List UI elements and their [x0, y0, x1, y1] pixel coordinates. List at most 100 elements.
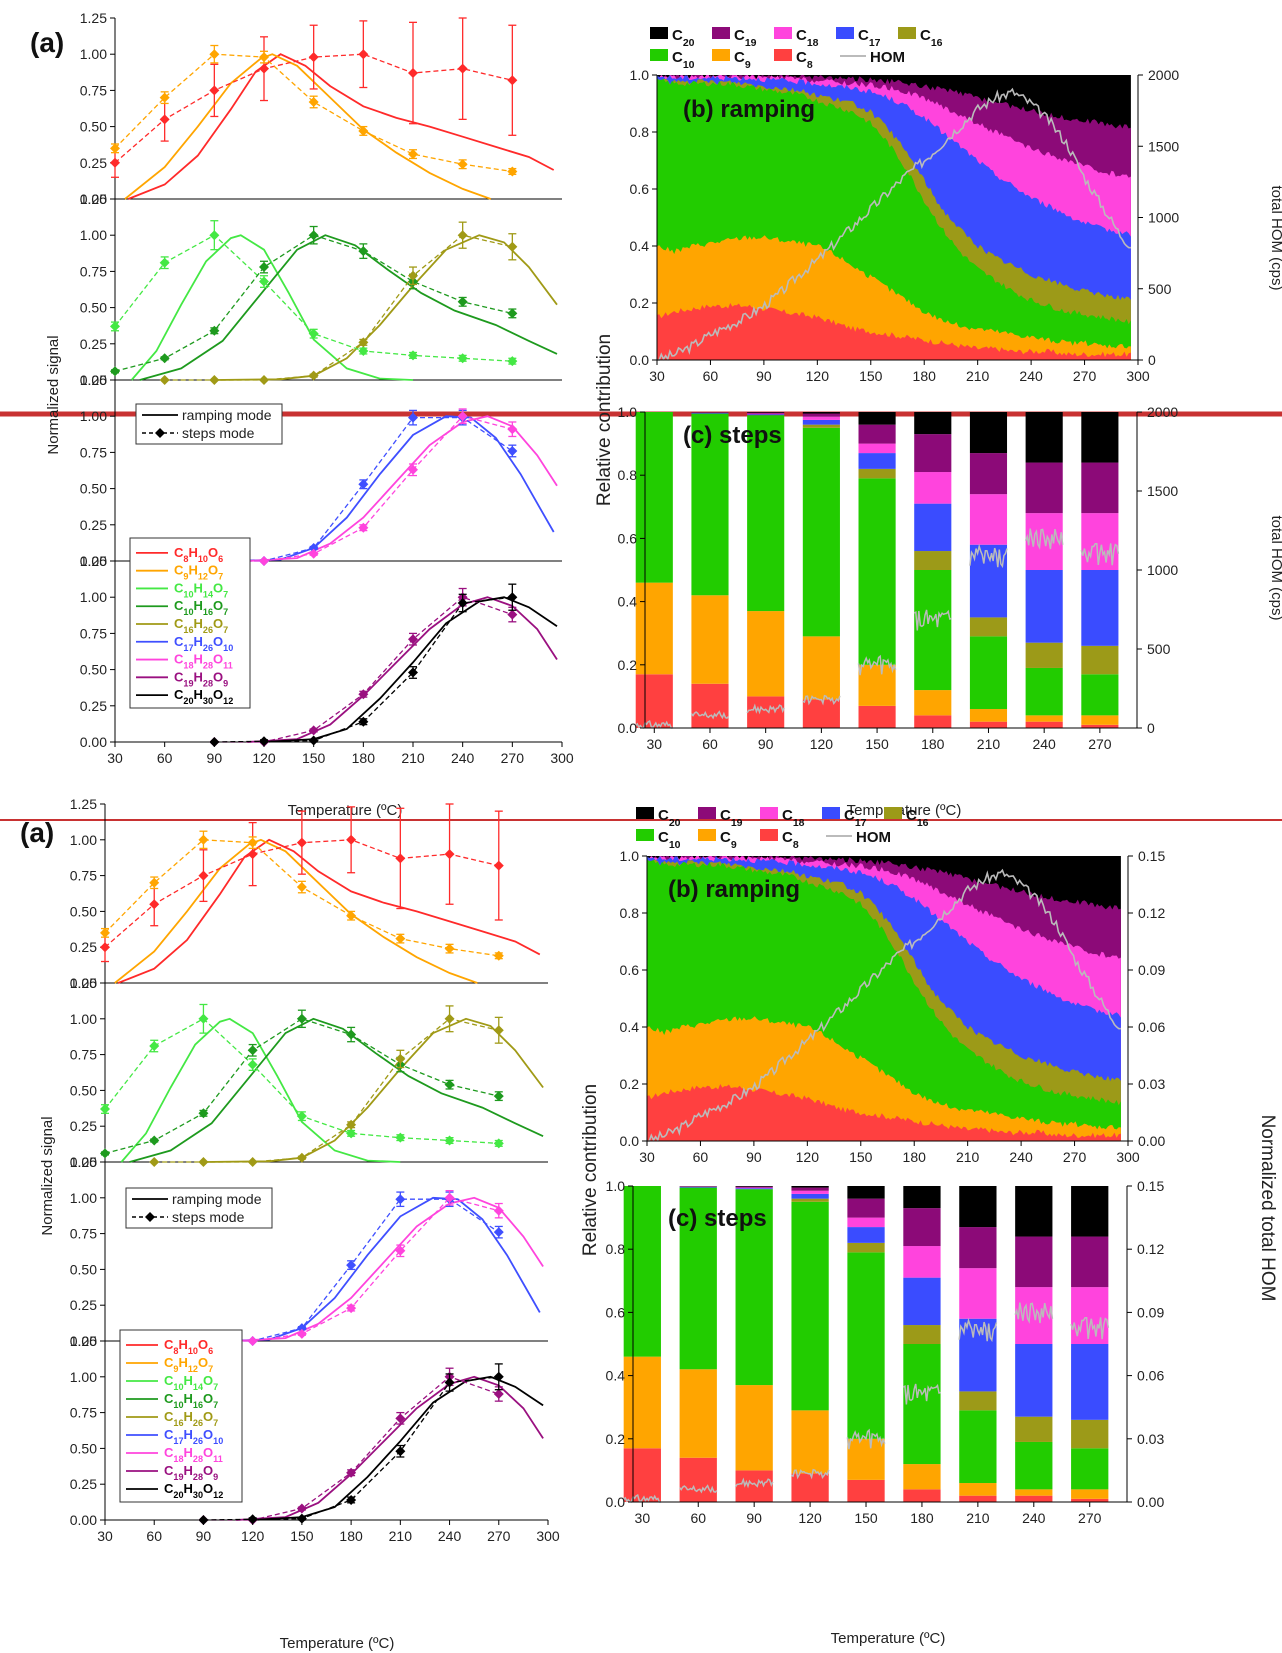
y-tick-label: 1.00	[80, 227, 107, 243]
y-tick-label: 1.00	[80, 408, 107, 424]
y-tick-label: 0.50	[80, 662, 107, 678]
segment-C20	[802, 412, 840, 414]
area-C8	[647, 1084, 1121, 1141]
y-tick-label: 0.50	[70, 1082, 97, 1098]
steps-marker-C20H30O12	[493, 1371, 504, 1382]
steps-curve-C10H14O7	[104, 1018, 499, 1145]
segment-C10	[623, 1186, 661, 1357]
panel-a-ylabel: Normalized signal	[39, 1116, 56, 1235]
segment-C8	[791, 1473, 829, 1502]
y-tick-label: 0.25	[80, 155, 107, 171]
steps-marker-C16H26O7	[149, 1157, 160, 1167]
x-tick-label: 90	[758, 736, 774, 752]
steps-marker-C18H28O11	[457, 411, 468, 422]
x-tick-label: 210	[956, 1149, 980, 1165]
x-tick-label: 120	[798, 1510, 822, 1526]
steps-marker-C16H26O7	[247, 1157, 258, 1167]
steps-marker-C18H28O11	[408, 464, 418, 475]
panel-c-right-ylabel: total HOM (cps)	[1268, 515, 1282, 620]
steps-marker-C19H28O9	[358, 689, 369, 700]
y-tick-label: 0.50	[70, 1440, 97, 1456]
steps-marker-C16H26O7	[159, 375, 170, 385]
segment-C17	[903, 1277, 941, 1326]
segment-C18	[858, 443, 896, 454]
segment-C10	[635, 412, 673, 583]
x-tick-label: 30	[107, 750, 123, 766]
x-tick-label: 180	[352, 750, 376, 766]
y-tick-label: 0.2	[620, 1076, 640, 1092]
legend-label-C8H10O6: C8H10O6	[174, 545, 223, 564]
segment-C17	[1081, 570, 1119, 646]
steps-marker-C8H10O6	[209, 85, 220, 96]
x-tick-label: 270	[1073, 368, 1097, 384]
segment-C19	[735, 1186, 773, 1188]
segment-C19	[914, 434, 952, 473]
panel-a-subplot-3: 0.00 0.25 0.50 0.75 1.00 1.25	[70, 1154, 548, 1349]
x-tick-label: 60	[702, 736, 718, 752]
panel-b-ramping: 0.0 0.2 0.4 0.6 0.8 1.0 0 500 1000 1500 2000 30 60 90…	[630, 67, 1180, 384]
steps-marker-C8H10O6	[296, 837, 307, 848]
x-tick-label: 150	[859, 368, 883, 384]
segment-C17	[691, 412, 729, 414]
panel-c-xlabel: Temperature (ºC)	[831, 1630, 946, 1647]
segment-C16	[903, 1325, 941, 1344]
step-bar-240	[1014, 1186, 1054, 1502]
segment-C20	[847, 1186, 885, 1199]
legend-label-C16H26O7: C16H26O7	[174, 616, 228, 635]
steps-marker-C16H26O7	[259, 375, 269, 385]
segment-C10	[679, 1187, 717, 1370]
x-tick-label: 180	[921, 736, 945, 752]
step-bar-60	[679, 1186, 718, 1502]
segment-C17	[847, 1227, 885, 1243]
segment-C10	[1015, 1441, 1053, 1490]
steps-marker-C18H28O11	[493, 1205, 504, 1216]
segment-C16	[847, 1242, 885, 1253]
ramping-curve-C20H30O12	[263, 596, 558, 743]
hom-trace	[690, 710, 730, 720]
segment-C18	[791, 1190, 829, 1194]
segment-C8	[747, 696, 785, 728]
right-tick-label: 0.00	[1138, 1133, 1165, 1149]
steps-marker-C8H10O6	[507, 75, 518, 86]
segment-C8	[623, 1448, 661, 1502]
steps-marker-C9H12O7	[296, 882, 307, 893]
segment-C19	[1071, 1236, 1109, 1288]
y-tick-label: 0.75	[70, 1047, 97, 1063]
steps-marker-C10H16O7	[358, 246, 369, 257]
segment-C9	[635, 582, 673, 675]
steps-marker-C19H28O9	[507, 609, 518, 620]
segment-C10	[903, 1344, 941, 1465]
segment-C17	[747, 414, 785, 416]
y-tick-label: 0.25	[80, 517, 107, 533]
x-tick-label: 210	[966, 368, 990, 384]
y-tick-label: 1.25	[70, 796, 97, 812]
segment-C18	[914, 472, 952, 504]
normalized-total-hom-ylabel: Normalized total HOM	[1257, 1115, 1278, 1302]
segment-C17	[679, 1186, 717, 1188]
segment-C16	[858, 468, 896, 479]
segment-C16	[959, 1391, 997, 1411]
steps-marker-C10H14O7	[149, 1041, 160, 1052]
segment-C10	[802, 427, 840, 637]
segment-C18	[903, 1246, 941, 1278]
x-tick-label: 240	[451, 750, 475, 766]
segment-C19	[1081, 462, 1119, 514]
panel-a-label: (a)	[30, 27, 64, 58]
segment-C9	[1015, 1489, 1053, 1496]
figure-version-1: (a) 0.000.250.500.751.001.250.000.250.50…	[30, 10, 1282, 819]
right-tick-label: 0.09	[1138, 962, 1165, 978]
step-bar-150	[857, 412, 897, 728]
right-tick-label: 500	[1148, 281, 1172, 297]
steps-marker-C10H14O7	[198, 1013, 209, 1024]
y-tick-label: 0.75	[80, 444, 107, 460]
steps-marker-C17H26O10	[493, 1227, 504, 1238]
y-tick-label: 0.8	[630, 124, 650, 140]
y-tick-label: 0.00	[80, 191, 107, 207]
x-tick-label: 240	[1032, 736, 1056, 752]
steps-marker-C9H12O7	[259, 52, 269, 63]
y-tick-label: 0.0	[618, 720, 638, 736]
x-tick-label: 180	[339, 1528, 363, 1544]
segment-C8	[969, 721, 1008, 728]
steps-marker-C10H14O7	[346, 1128, 357, 1139]
